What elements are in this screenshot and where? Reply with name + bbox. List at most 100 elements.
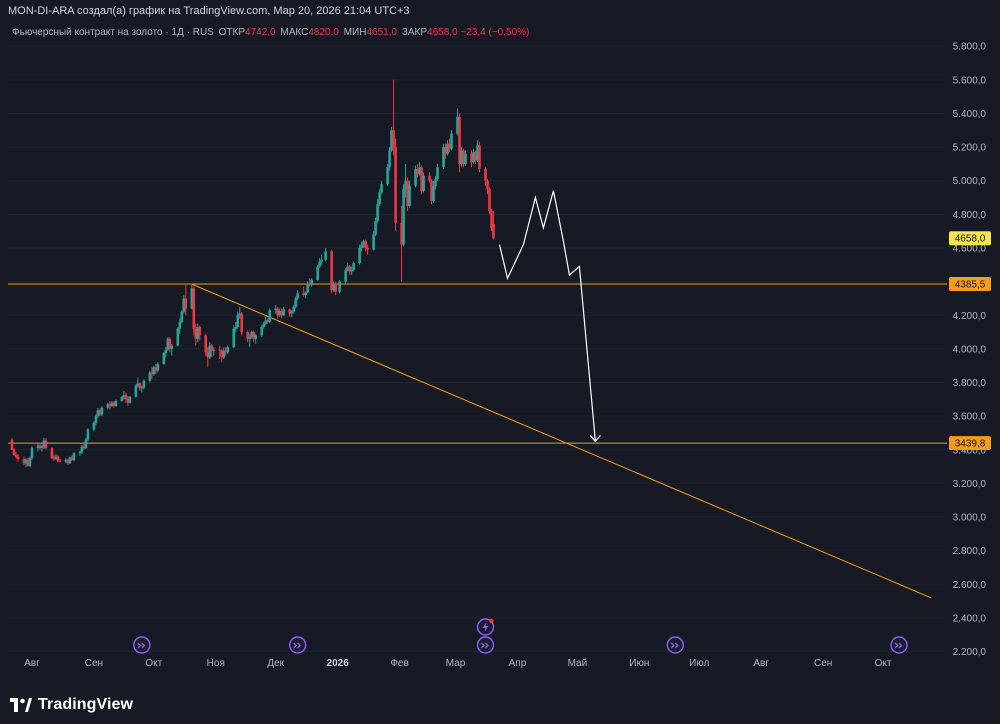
candle-body: [194, 328, 198, 339]
candle-body: [38, 445, 42, 449]
candle-body: [486, 180, 489, 190]
grid-lines: [8, 45, 945, 653]
candle-body: [318, 261, 321, 267]
candle: [190, 284, 194, 310]
candle-body: [344, 269, 347, 282]
candle-body: [24, 459, 28, 464]
candle: [154, 364, 158, 375]
candle: [462, 148, 465, 168]
candle-body: [292, 306, 295, 312]
candle-body: [42, 440, 46, 447]
candle: [418, 162, 421, 176]
candle: [388, 147, 391, 171]
candle: [250, 330, 254, 339]
candle-body: [418, 167, 421, 174]
candle-body: [460, 150, 463, 164]
candle-body: [68, 457, 72, 464]
candles: [10, 79, 495, 468]
candle: [114, 399, 118, 407]
event-marker-icon[interactable]: [288, 636, 307, 654]
price-chart[interactable]: 5.800,0 5.600,0 5.400,0 5.200,0 5.000,0 4.800…: [0, 22, 1000, 686]
candle: [320, 254, 323, 265]
candle-body: [420, 167, 423, 191]
candle-body: [96, 410, 100, 417]
candle-body: [232, 328, 236, 348]
legend-change-value: −23,4 (−0,50%): [460, 27, 530, 38]
candle: [374, 217, 377, 237]
candle: [148, 370, 152, 383]
candle-body: [122, 395, 126, 397]
candle: [434, 175, 437, 190]
lightning-icon[interactable]: [476, 618, 495, 636]
candle: [378, 189, 381, 206]
time-tick-label: Июн: [629, 658, 649, 669]
candle-body: [266, 320, 270, 322]
last-price-tag: 4658,0: [949, 231, 991, 246]
candle: [282, 306, 286, 317]
candle: [310, 278, 313, 287]
chart-area[interactable]: 5.800,0 5.600,0 5.400,0 5.200,0 5.000,0 4.800…: [0, 22, 1000, 686]
candle-body: [110, 402, 114, 407]
candle-body: [148, 372, 152, 381]
level-price-tag: 4385,5: [949, 277, 991, 292]
flash-marker-dot: [489, 618, 494, 624]
candle: [40, 444, 44, 452]
candle: [324, 247, 327, 262]
price-tick-label: 4.800,0: [953, 210, 987, 221]
candle-body: [156, 364, 160, 371]
candle: [446, 140, 449, 156]
candle: [24, 458, 28, 468]
candle: [390, 126, 393, 153]
candle: [210, 343, 214, 358]
candle-body: [154, 367, 158, 371]
candle-body: [372, 234, 375, 250]
projection-path: [498, 190, 596, 442]
event-marker-icon[interactable]: [476, 636, 495, 654]
candle-body: [80, 446, 84, 453]
candle: [120, 395, 124, 402]
candle: [334, 281, 337, 296]
candle: [360, 241, 363, 252]
candle: [162, 352, 166, 365]
event-marker-icon[interactable]: [666, 636, 684, 654]
candle-body: [126, 399, 130, 403]
event-marker-ring: [890, 636, 908, 654]
candle: [248, 333, 252, 348]
candle-body: [360, 244, 363, 248]
candle-body: [236, 315, 240, 328]
candle: [348, 264, 351, 275]
event-marker-chevrons: [137, 642, 146, 649]
candle-body: [330, 251, 333, 291]
candle-body: [234, 327, 238, 329]
candle: [58, 459, 62, 463]
event-marker-chevrons: [894, 642, 903, 649]
time-tick-label: Сен: [85, 658, 103, 669]
candle-body: [64, 459, 68, 462]
candle-body: [302, 293, 305, 296]
candle-body: [400, 222, 403, 245]
candle: [488, 187, 491, 215]
candle: [100, 406, 104, 417]
candle: [178, 318, 182, 334]
candle: [152, 365, 156, 376]
candle: [206, 347, 210, 368]
candle: [386, 163, 389, 186]
tradingview-logo[interactable]: TradingView: [10, 696, 133, 714]
price-tick-label: 2.400,0: [953, 613, 987, 624]
candle: [430, 179, 433, 205]
candle: [294, 296, 297, 309]
time-tick-label: Окт: [145, 658, 162, 669]
price-tick-label: 5.000,0: [953, 176, 987, 187]
candle: [316, 264, 319, 281]
level-price-tag-bg: [949, 277, 991, 292]
candle: [176, 327, 180, 347]
candle: [92, 421, 96, 432]
candle-body: [40, 446, 44, 449]
candle-body: [206, 352, 210, 358]
candle: [280, 308, 284, 319]
candle-body: [278, 311, 282, 316]
event-marker-icon[interactable]: [890, 636, 908, 654]
price-tick-label: 2.800,0: [953, 546, 987, 557]
price-tick-label: 5.800,0: [953, 42, 987, 53]
event-marker-icon[interactable]: [133, 636, 151, 654]
